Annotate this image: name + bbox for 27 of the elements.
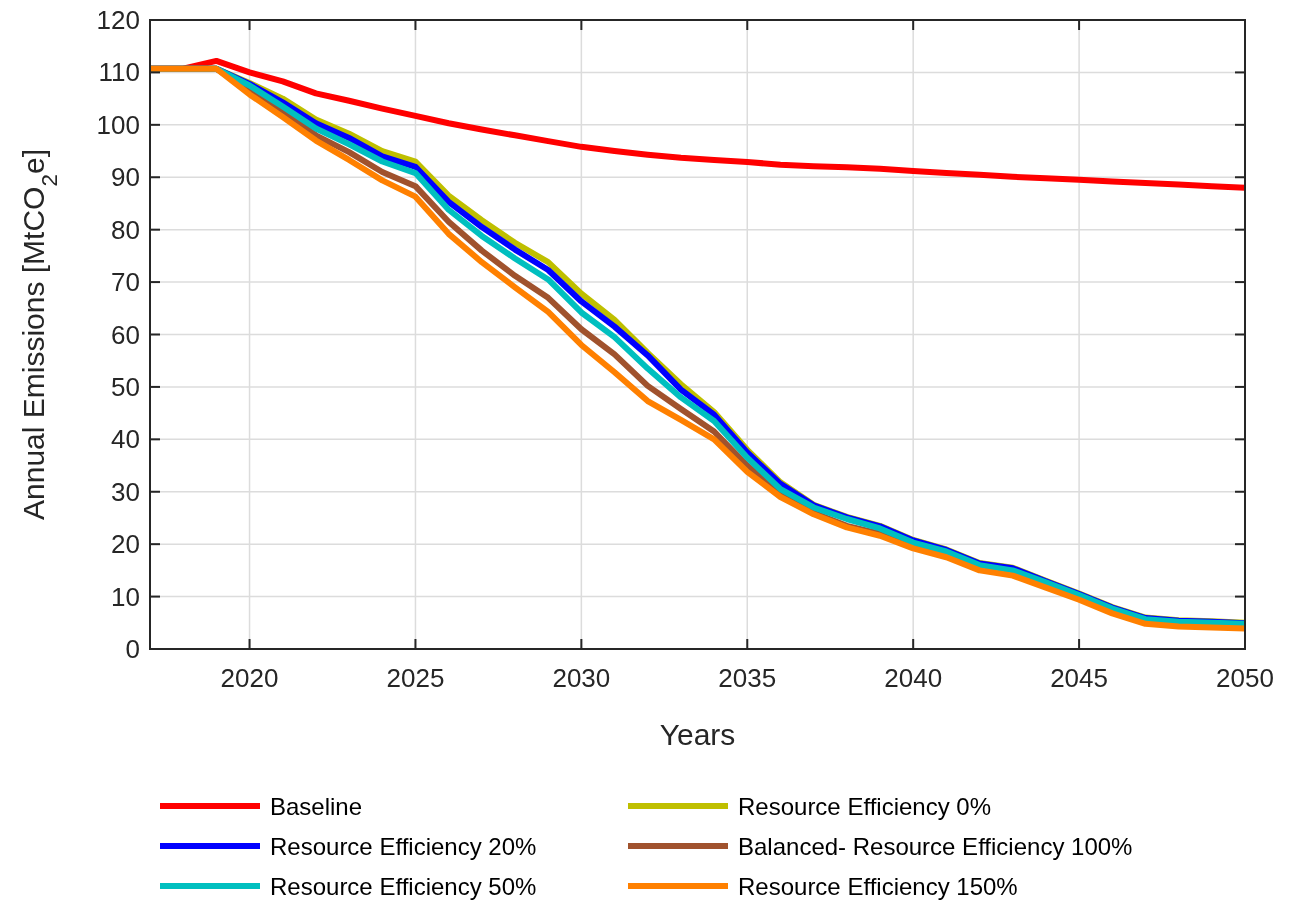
y-tick-label: 70 xyxy=(111,267,140,298)
y-tick-label: 100 xyxy=(96,109,140,140)
x-tick-label: 2030 xyxy=(552,663,611,693)
legend-label: Resource Efficiency 20% xyxy=(270,833,537,860)
y-tick-label: 80 xyxy=(111,214,140,245)
y-tick-label: 0 xyxy=(125,634,140,664)
y-tick-label: 120 xyxy=(96,5,140,35)
y-tick-label: 110 xyxy=(98,57,140,88)
x-tick-label: 2025 xyxy=(386,663,445,693)
x-tick-label: 2045 xyxy=(1050,663,1109,693)
x-tick-label: 2035 xyxy=(718,663,777,693)
y-tick-label: 90 xyxy=(111,162,140,193)
y-tick-label: 30 xyxy=(111,476,140,507)
legend-label: Resource Efficiency 50% xyxy=(270,873,537,900)
y-tick-label: 50 xyxy=(111,371,140,402)
y-tick-label: 10 xyxy=(111,581,140,612)
x-axis-title: Years xyxy=(659,718,736,751)
legend-label: Resource Efficiency 150% xyxy=(738,873,1018,900)
x-tick-label: 2050 xyxy=(1216,663,1274,693)
y-tick-label: 60 xyxy=(111,319,140,350)
x-tick-label: 2020 xyxy=(220,663,279,693)
y-tick-label: 40 xyxy=(111,424,140,455)
legend-label: Balanced- Resource Efficiency 100% xyxy=(738,833,1133,860)
y-tick-label: 20 xyxy=(111,529,140,560)
legend-label: Baseline xyxy=(270,793,363,820)
legend-label: Resource Efficiency 0% xyxy=(738,793,992,820)
x-tick-label: 2040 xyxy=(884,663,943,693)
